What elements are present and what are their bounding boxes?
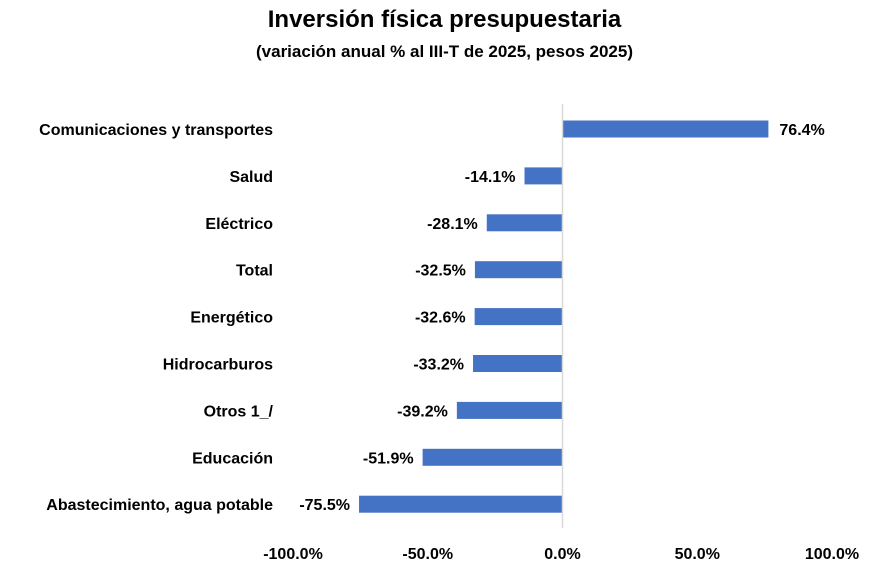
data-label: -75.5% bbox=[299, 497, 350, 514]
data-label: -32.6% bbox=[415, 310, 466, 327]
data-label: -39.2% bbox=[397, 403, 448, 420]
data-label: -28.1% bbox=[427, 216, 478, 233]
bars-group bbox=[359, 120, 769, 513]
chart-subtitle: (variación anual % al III-T de 2025, pes… bbox=[256, 42, 633, 61]
x-tick-label: -100.0% bbox=[263, 546, 323, 563]
bar bbox=[524, 167, 563, 185]
x-tick-label: 0.0% bbox=[544, 546, 580, 563]
data-label: -33.2% bbox=[413, 357, 464, 374]
bar bbox=[474, 261, 563, 279]
bar bbox=[359, 495, 563, 513]
x-axis-tick-labels: -100.0% -50.0% 0.0% 50.0% 100.0% bbox=[263, 546, 859, 563]
category-label: Salud bbox=[229, 169, 273, 186]
data-label: 76.4% bbox=[779, 122, 824, 139]
data-label: -51.9% bbox=[363, 450, 414, 467]
category-label: Total bbox=[236, 263, 273, 280]
category-label: Abastecimiento, agua potable bbox=[46, 497, 273, 514]
category-label: Hidrocarburos bbox=[163, 357, 273, 374]
x-tick-label: -50.0% bbox=[402, 546, 453, 563]
bar bbox=[473, 355, 563, 372]
chart-title: Inversión física presupuestaria bbox=[267, 6, 622, 33]
category-label: Educación bbox=[192, 450, 273, 467]
data-labels: 76.4% -14.1% -28.1% -32.5% -32.6% -33.2% -39.2… bbox=[299, 122, 824, 514]
bar bbox=[562, 120, 769, 138]
data-label: -32.5% bbox=[415, 263, 466, 280]
category-label: Otros 1_/ bbox=[204, 403, 274, 420]
category-labels: Comunicaciones y transportes Salud Eléctri… bbox=[39, 122, 273, 514]
category-label: Comunicaciones y transportes bbox=[39, 122, 273, 139]
bar bbox=[474, 308, 563, 326]
category-label: Energético bbox=[190, 310, 273, 327]
x-tick-label: 100.0% bbox=[805, 546, 859, 563]
bar bbox=[486, 214, 563, 232]
bar bbox=[456, 401, 563, 419]
data-label: -14.1% bbox=[465, 169, 516, 186]
bar bbox=[422, 448, 563, 466]
x-tick-label: 50.0% bbox=[675, 546, 720, 563]
category-label: Eléctrico bbox=[205, 216, 273, 233]
